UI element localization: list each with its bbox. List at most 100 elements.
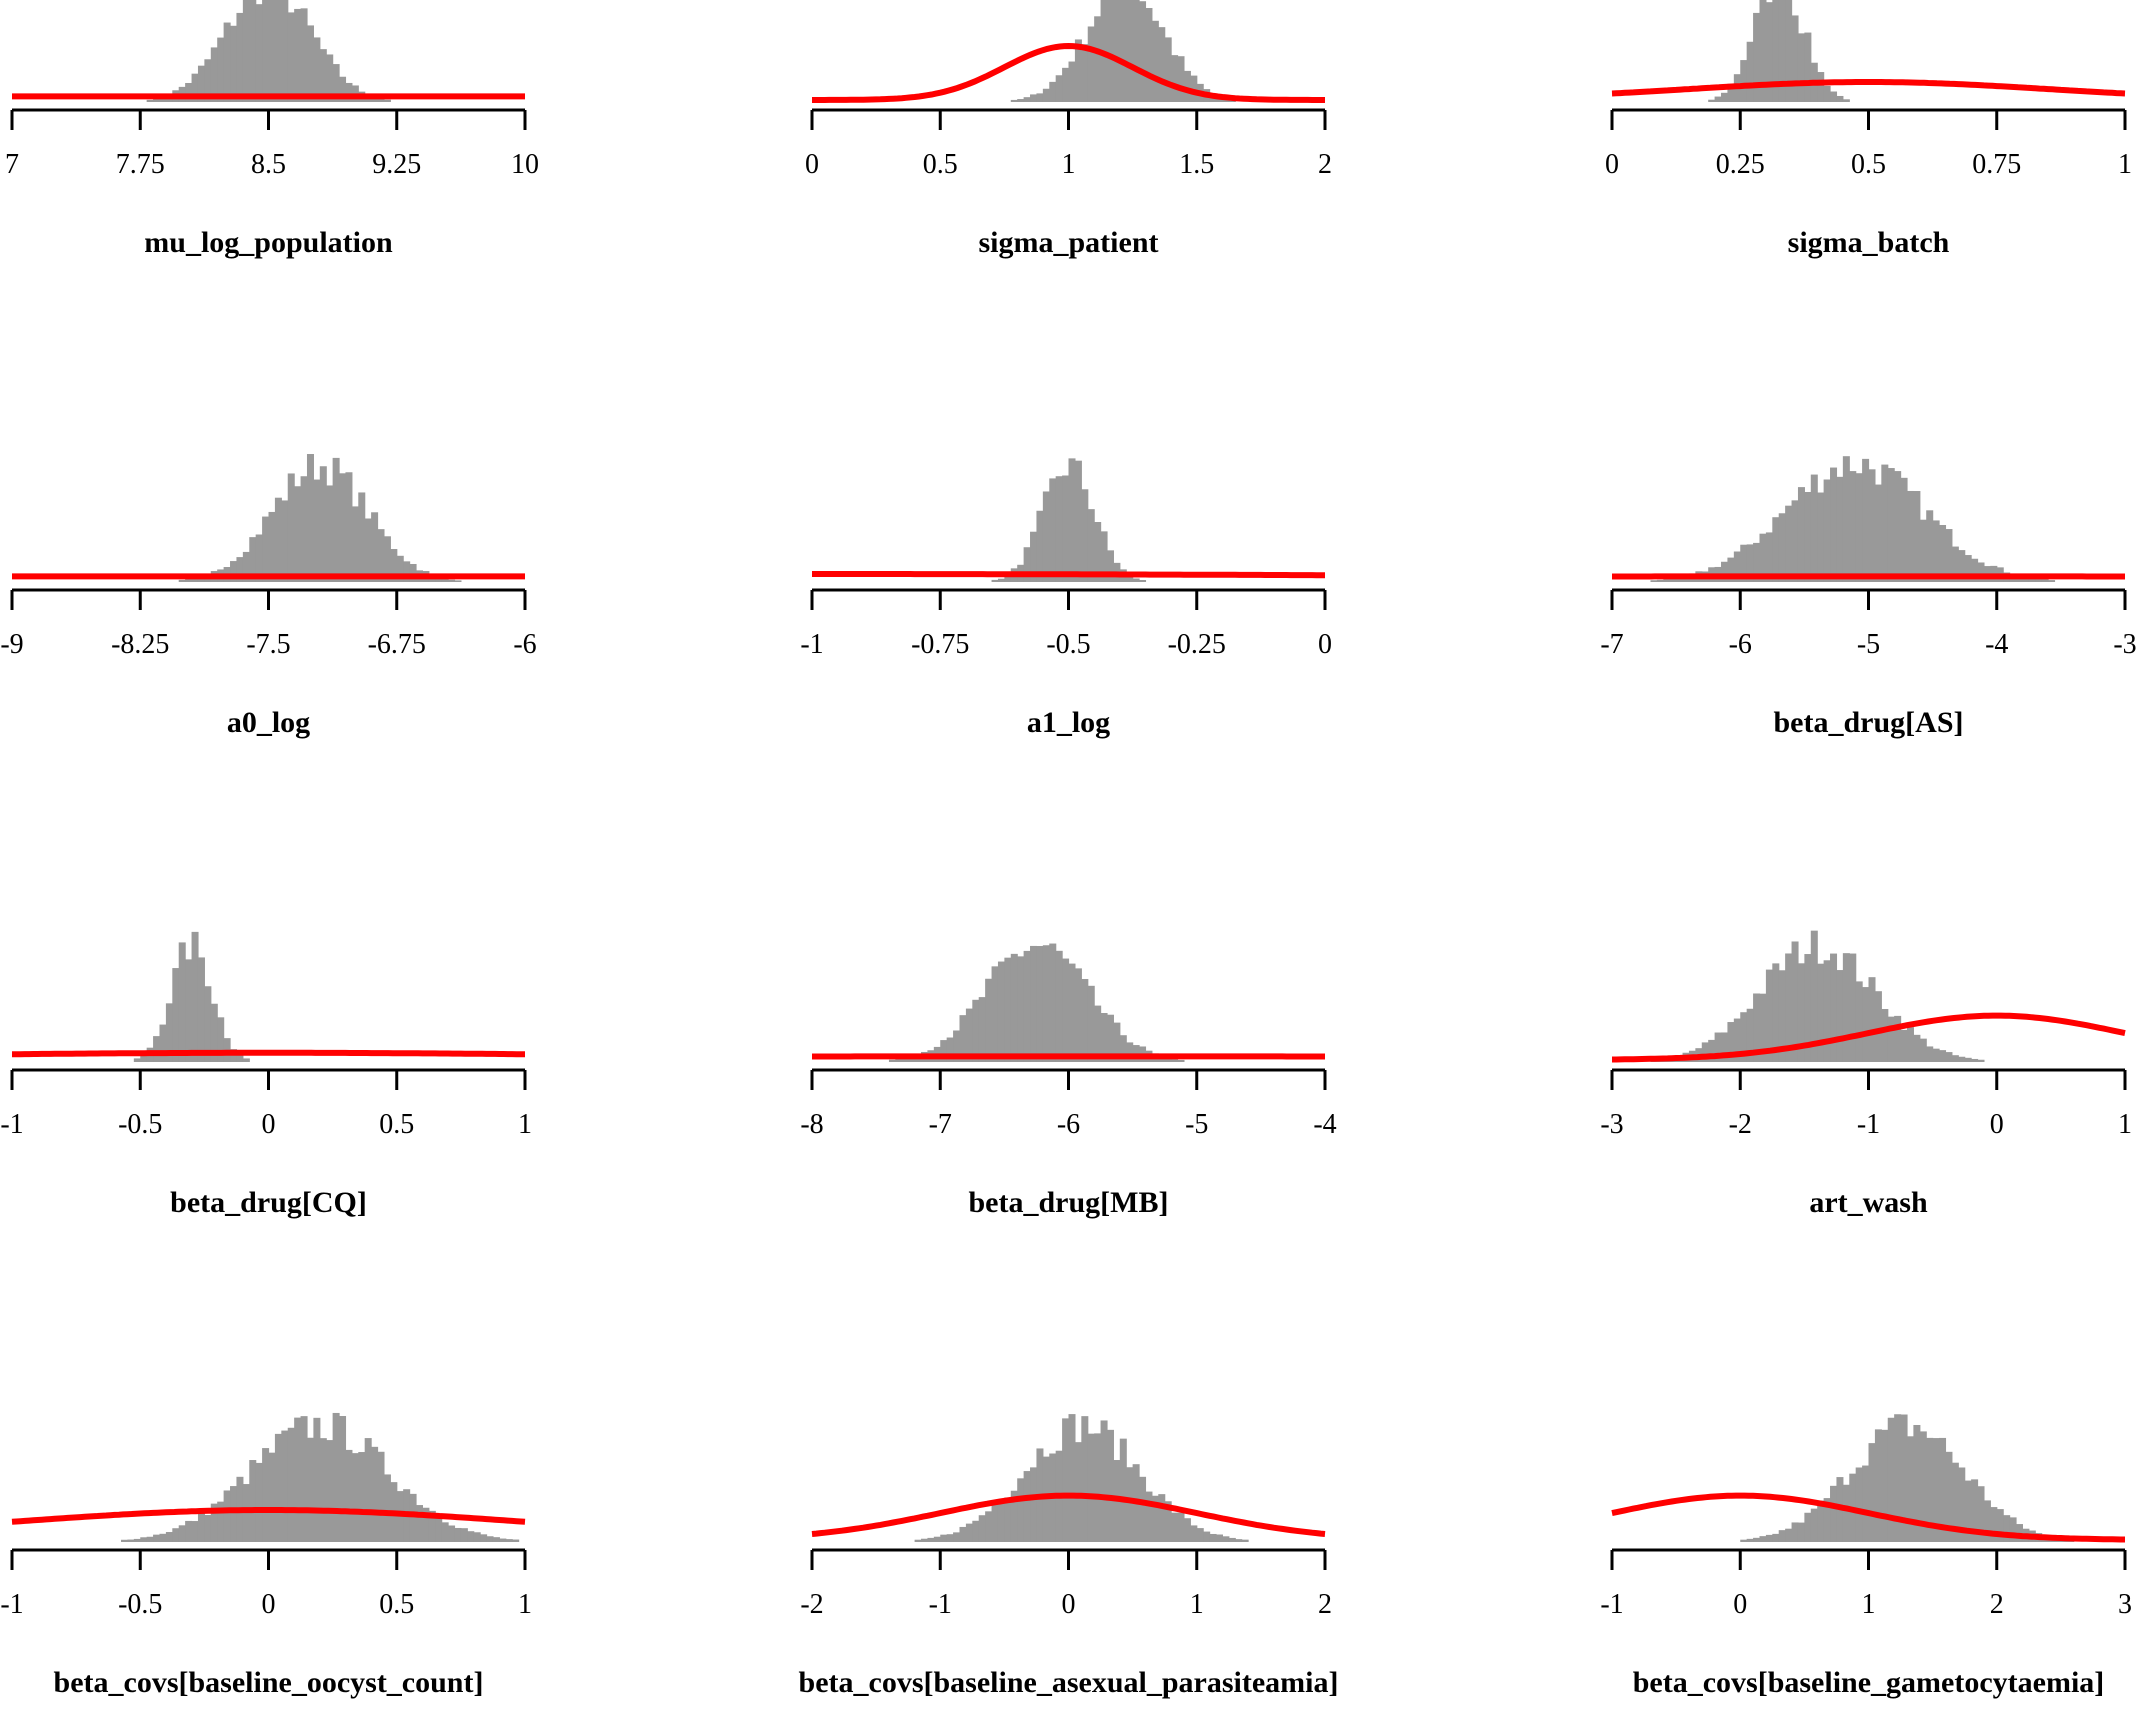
histogram-bar [262,1448,270,1542]
histogram-bar [242,0,250,102]
histogram-bar [1772,1533,1780,1542]
x-tick-label: 0 [262,1109,276,1140]
histogram-bar [1062,475,1070,582]
histogram-bar [1062,1418,1070,1542]
histogram-bar [1951,1055,1959,1062]
x-tick-label: 3 [2118,1589,2132,1620]
histogram-bar [383,99,391,102]
histogram-bar [1183,70,1191,102]
histogram-bar [460,1528,468,1542]
histogram-bar [1964,1057,1972,1062]
histogram-bar [371,512,379,582]
histogram-bar [165,1003,173,1062]
histogram-bar [217,37,225,102]
histogram-bar [1139,1,1147,103]
histogram-bar [985,978,993,1062]
histogram-bar [1215,1534,1223,1542]
x-tick-label: -1 [929,1589,952,1620]
histogram-bar [140,1053,148,1062]
histogram-bar [1823,85,1831,102]
histogram-bar [294,486,302,582]
x-tick-label: 1 [2118,149,2132,180]
histogram-bar [1171,1059,1179,1062]
histogram-bar [358,492,366,582]
histogram-bar [1049,478,1057,582]
histogram-bar [1817,1500,1825,1542]
histogram-bar [1810,474,1818,582]
histogram-bar [1804,954,1812,1062]
histogram-bar [274,1433,282,1542]
histogram-bar [1100,1013,1108,1062]
x-tick-label: 7.75 [116,149,165,180]
histogram-bar [217,1017,225,1062]
histogram-bar [1727,1022,1735,1062]
histogram-bar [249,537,257,582]
histogram-bar [146,1536,154,1542]
histogram-bar [127,1539,135,1542]
histogram-bar [159,96,167,102]
histogram-bar [1087,985,1095,1062]
histogram-bar [1894,1414,1902,1542]
histogram-bar [1087,509,1095,582]
histogram-bar [377,529,385,582]
histogram-bar [1797,1522,1805,1542]
histogram-bar [1145,8,1153,102]
x-tick-label: -4 [1313,1109,1336,1140]
histogram-bar [345,1449,353,1542]
histogram-bar [178,1525,186,1542]
histogram-bar [1977,1486,1985,1542]
histogram-bar [274,0,282,103]
histogram-bar [415,1505,423,1542]
histogram-bar [1113,0,1121,102]
histogram-bar [133,1538,141,1542]
histogram-bar [953,1532,961,1542]
histogram-bar [1055,950,1063,1062]
histogram-bar [435,1517,443,1542]
histogram-bar [1727,83,1735,102]
x-tick-label: 7 [5,149,19,180]
histogram-bar [1759,993,1767,1062]
histogram-bar [383,1474,391,1542]
histogram-bar [1074,1442,1082,1542]
histogram-bar [1100,531,1108,582]
histogram-bar [1721,1032,1729,1062]
histogram-bar [351,506,359,582]
x-tick-label: 0.5 [1851,149,1886,180]
histogram-bar [1772,0,1780,102]
histogram-bar [1081,978,1089,1062]
histogram-bar [946,1534,954,1542]
histogram-bar [1094,1005,1102,1062]
histogram-bar [1023,1471,1031,1542]
histogram-bar [933,1536,941,1542]
histogram-bar [441,1522,449,1542]
histogram-bar [185,578,193,582]
histogram-bar [1913,491,1921,582]
histogram-bar [965,1523,973,1542]
histogram-bar [1817,963,1825,1062]
histogram-bar [1906,1436,1914,1542]
panel-title: art_wash [1809,1186,1928,1219]
histogram-bar [1971,1479,1979,1542]
histogram-bar [473,1532,481,1542]
x-tick-label: 1 [1190,1589,1204,1620]
histogram-bar [1945,529,1953,582]
histogram-bar [242,551,250,582]
x-tick-label: -0.5 [118,1109,162,1140]
histogram-bar [1759,533,1767,582]
histogram-bar [313,479,321,582]
histogram-bar [1817,72,1825,102]
panel-title: sigma_batch [1788,226,1950,259]
histogram-bar [1042,88,1050,102]
histogram-bar [1023,97,1031,102]
histogram-bar [1074,968,1082,1062]
histogram-bar [1855,981,1863,1062]
x-tick-label: -6 [1057,1109,1080,1140]
histogram-bar [294,1417,302,1542]
histogram-bar [1062,958,1070,1062]
histogram-bar [1939,1050,1947,1062]
histogram-bar [313,37,321,102]
